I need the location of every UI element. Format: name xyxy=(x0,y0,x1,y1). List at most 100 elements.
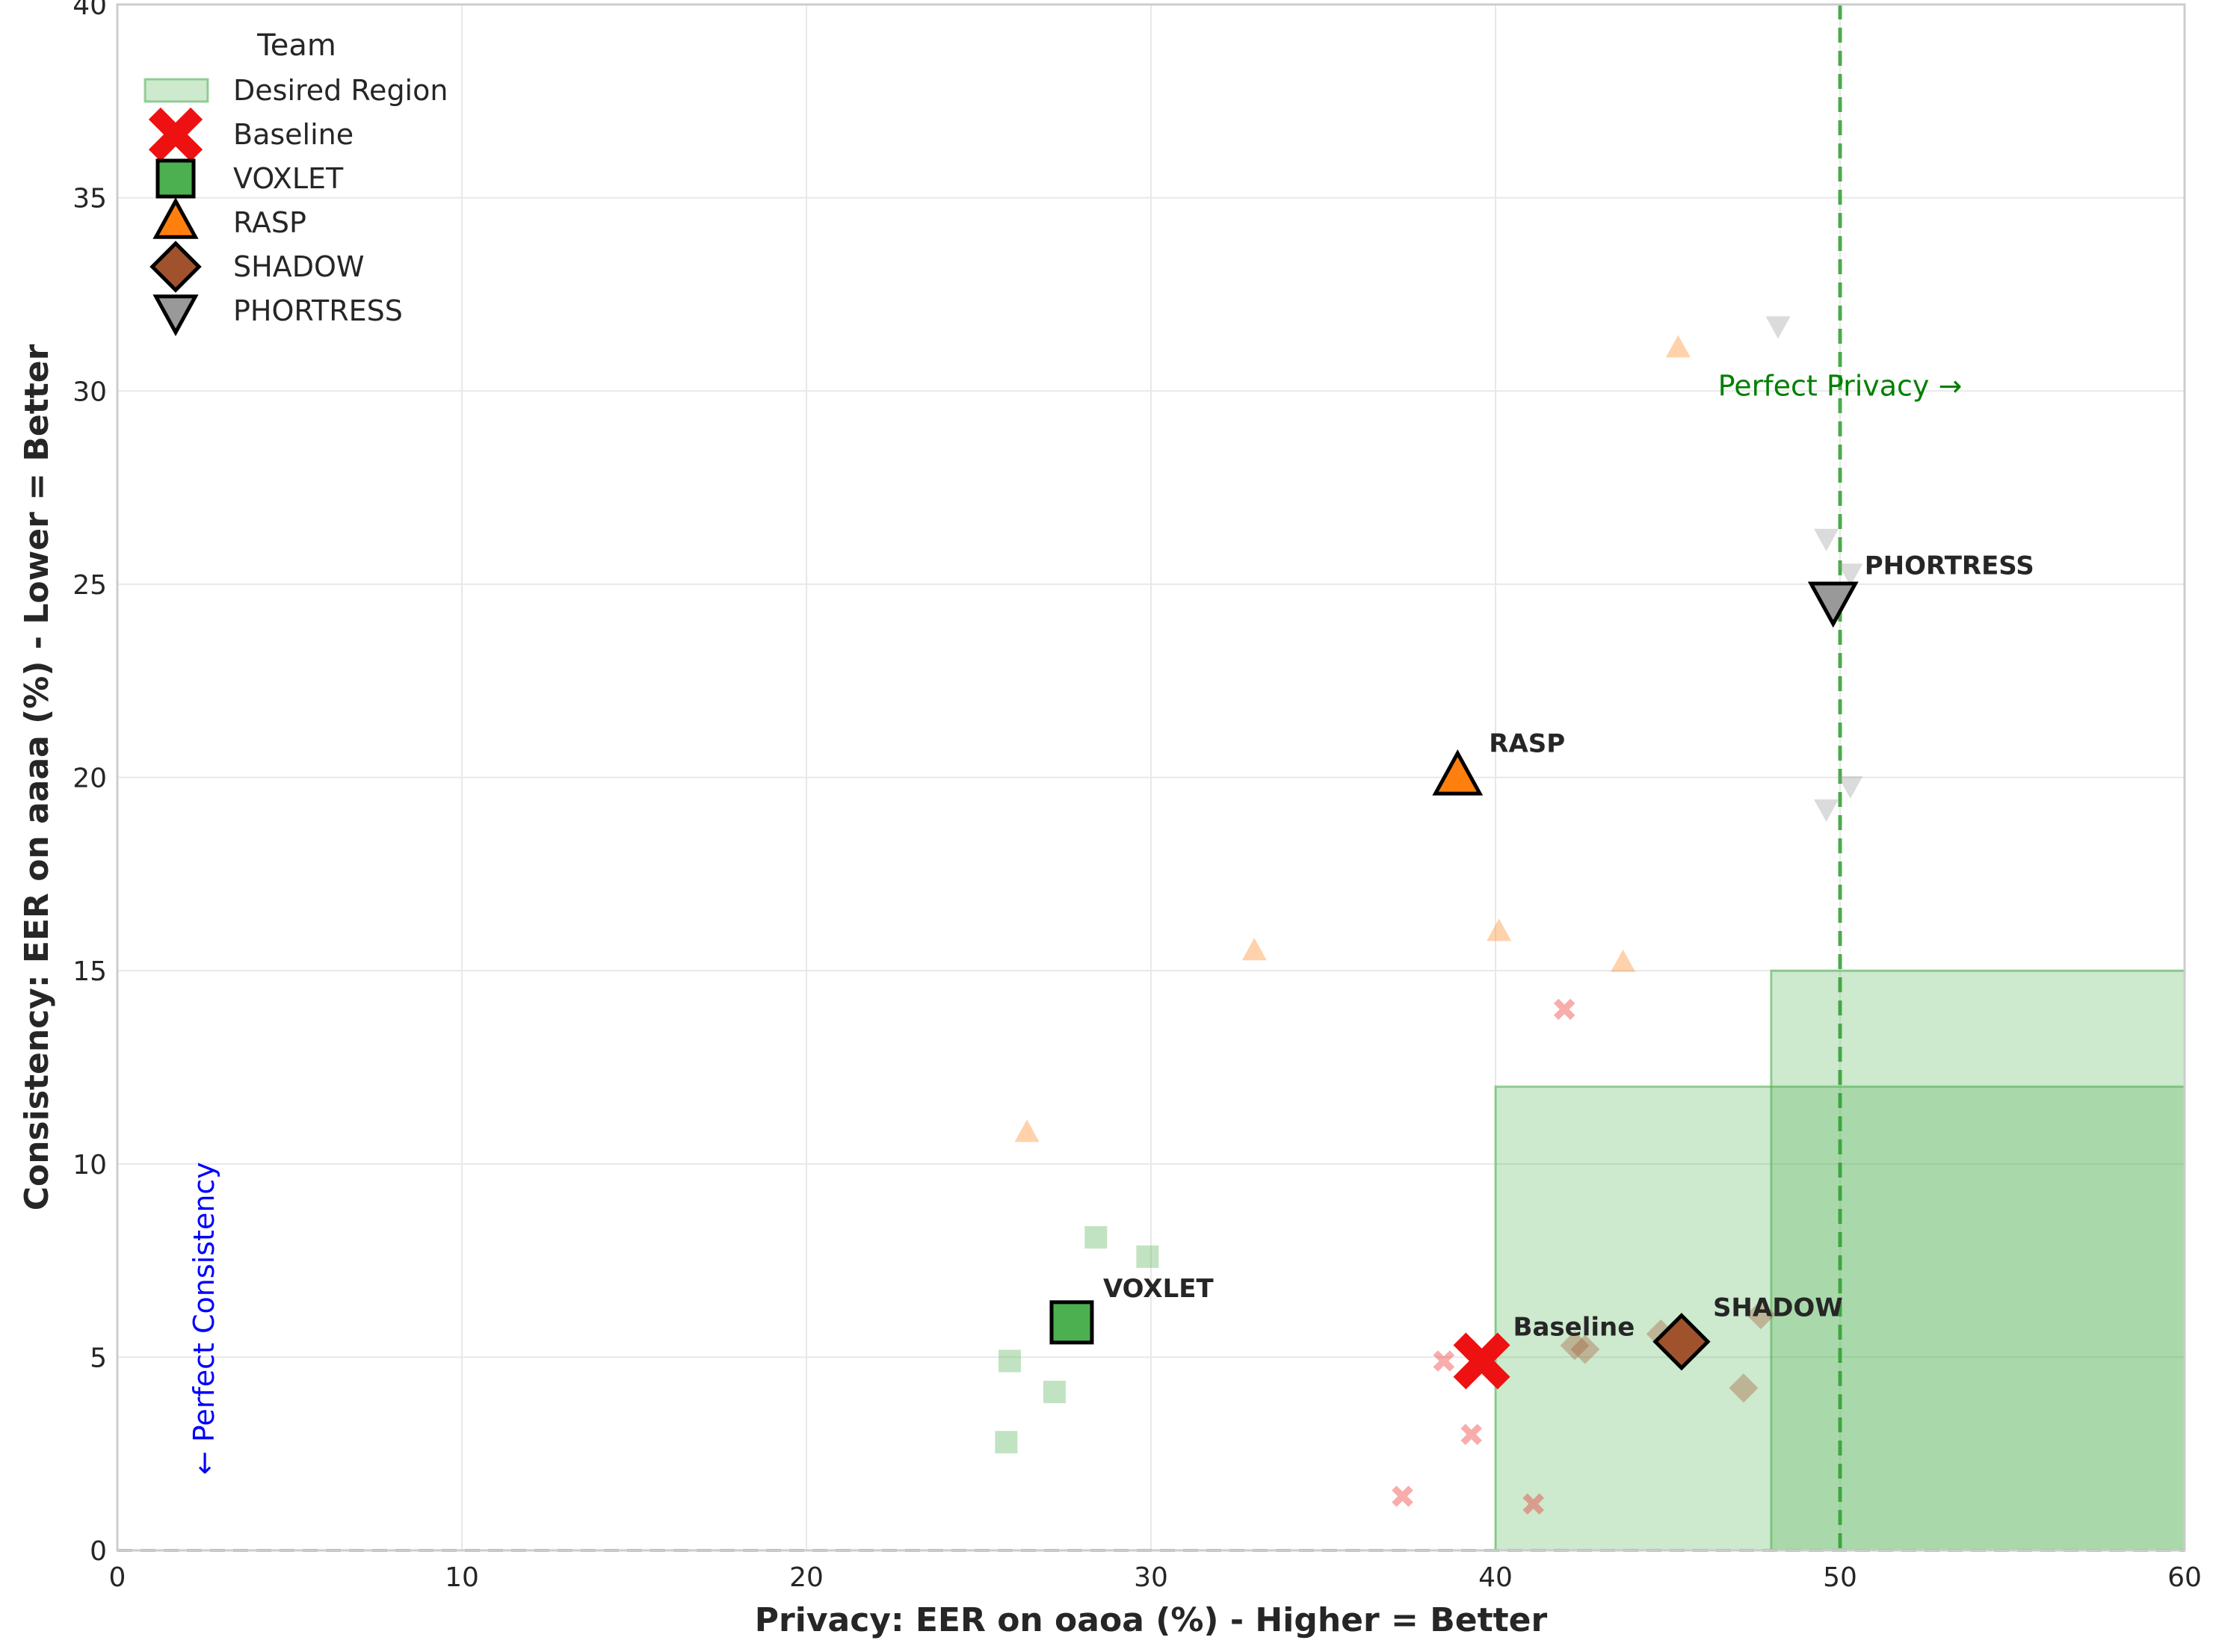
phortress-run-point xyxy=(1838,563,1863,587)
x-tick-label: 50 xyxy=(1823,1562,1857,1593)
baseline-mean-marker-shape xyxy=(1453,1332,1510,1390)
rasp-run-point xyxy=(1241,938,1267,961)
y-tick-label: 5 xyxy=(90,1343,107,1373)
baseline-run-point-shape xyxy=(1460,1423,1482,1446)
baseline-mean-marker xyxy=(1453,1332,1510,1390)
y-tick-label: 35 xyxy=(72,184,107,214)
point-labels: Baseline VOXLET RASP SHADOW PHORTRESS xyxy=(1103,551,2034,1343)
phortress-run-point xyxy=(1765,316,1791,339)
baseline-run-point-shape xyxy=(1433,1350,1455,1372)
rasp-run-point xyxy=(1611,949,1636,972)
x-tick-label: 30 xyxy=(1134,1562,1168,1593)
legend-phortress-marker xyxy=(152,294,199,336)
y-tick-label: 10 xyxy=(72,1150,107,1181)
voxlet-point-label: VOXLET xyxy=(1103,1274,1214,1304)
rasp-run-point-shape xyxy=(1665,335,1691,358)
voxlet-run-point xyxy=(1043,1380,1066,1403)
phortress-point-label: PHORTRESS xyxy=(1865,551,2034,581)
baseline-run-point xyxy=(1460,1423,1482,1446)
voxlet-mean-marker xyxy=(1049,1300,1094,1345)
legend-title: Team xyxy=(256,28,336,63)
team-mean-markers xyxy=(1049,581,1859,1390)
legend-entry-label: Desired Region xyxy=(233,74,448,107)
perfect-privacy-annotation: Perfect Privacy → xyxy=(1718,369,1963,402)
rasp-run-point xyxy=(1665,335,1691,358)
shadow-run-point-shape xyxy=(1560,1331,1590,1361)
legend-entries: Desired Region Baseline VOXLET RASP SHADOW PH… xyxy=(143,74,448,336)
shadow-run-point xyxy=(1560,1331,1590,1361)
baseline-point-label: Baseline xyxy=(1513,1313,1635,1343)
y-tick-label: 15 xyxy=(72,956,107,987)
baseline-run-point xyxy=(1433,1350,1455,1372)
legend-voxlet-marker xyxy=(155,158,196,199)
legend-entry-label: Baseline xyxy=(233,118,354,151)
voxlet-run-point xyxy=(1084,1226,1108,1249)
x-tick-label: 20 xyxy=(789,1562,824,1593)
phortress-run-point-shape xyxy=(1838,776,1863,799)
shadow-run-point xyxy=(1570,1334,1600,1364)
legend-entry-label: PHORTRESS xyxy=(233,294,403,327)
rasp-mean-marker-shape xyxy=(1432,749,1484,796)
voxlet-run-point-shape xyxy=(1084,1226,1108,1249)
legend-entry-label: VOXLET xyxy=(233,162,344,195)
rasp-run-point-shape xyxy=(1014,1119,1040,1142)
phortress-mean-marker-shape xyxy=(1807,581,1859,628)
baseline-run-point-shape xyxy=(1522,1493,1544,1515)
perfect-consistency-annotation: ← Perfect Consistency xyxy=(188,1162,220,1475)
phortress-run-point-shape xyxy=(1838,563,1863,587)
shadow-point-label: SHADOW xyxy=(1713,1293,1843,1323)
legend-entry-label: RASP xyxy=(233,206,306,239)
legend-rasp-marker-shape xyxy=(152,197,199,239)
tick-labels: 0 10 20 30 40 50 60 0 5 10 15 20 25 30 35 40 xyxy=(72,0,2202,1593)
phortress-run-point-shape xyxy=(1814,528,1839,551)
y-tick-label: 30 xyxy=(72,377,107,407)
legend: Team Desired Region Baseline VOXLET RASP SHA… xyxy=(143,28,448,336)
voxlet-run-point-shape xyxy=(998,1349,1021,1373)
phortress-run-point xyxy=(1814,799,1839,822)
legend-phortress-marker-shape xyxy=(152,294,199,336)
y-tick-label: 25 xyxy=(72,570,107,601)
y-tick-label: 20 xyxy=(72,764,107,794)
voxlet-run-point-shape xyxy=(995,1431,1018,1454)
shadow-run-point-shape xyxy=(1570,1334,1600,1364)
phortress-run-point xyxy=(1838,776,1863,799)
rasp-run-point xyxy=(1014,1119,1040,1142)
legend-region-swatch xyxy=(143,78,209,103)
phortress-mean-marker xyxy=(1807,581,1859,628)
rasp-run-point xyxy=(1487,918,1512,941)
x-tick-label: 40 xyxy=(1478,1562,1513,1593)
baseline-run-point xyxy=(1522,1493,1544,1515)
phortress-run-point-shape xyxy=(1765,316,1791,339)
desired-region-box xyxy=(1770,969,2186,1552)
voxlet-run-point xyxy=(1136,1245,1159,1268)
voxlet-run-point xyxy=(998,1349,1021,1373)
legend-entry-label: SHADOW xyxy=(233,250,364,283)
rasp-mean-marker xyxy=(1432,749,1484,796)
shadow-mean-marker-shape xyxy=(1652,1313,1711,1371)
voxlet-run-point xyxy=(995,1431,1018,1454)
shadow-mean-marker xyxy=(1652,1313,1711,1371)
shadow-run-point-shape xyxy=(1746,1299,1776,1329)
y-tick-label: 0 xyxy=(90,1536,107,1567)
scatter-points xyxy=(995,316,1863,1515)
voxlet-run-point-shape xyxy=(1043,1380,1066,1403)
legend-baseline-marker-shape xyxy=(148,107,203,162)
y-tick-label: 40 xyxy=(72,0,107,21)
baseline-run-point-shape xyxy=(1392,1485,1413,1507)
shadow-run-point-shape xyxy=(1729,1373,1759,1403)
legend-baseline-marker xyxy=(148,107,203,162)
x-tick-label: 0 xyxy=(109,1562,126,1593)
y-axis-title: Consistency: EER on aaaa (%) - Lower = B… xyxy=(18,344,56,1210)
voxlet-mean-marker-shape xyxy=(1049,1300,1094,1345)
legend-shadow-marker xyxy=(149,241,202,293)
x-axis-title: Privacy: EER on oaoa (%) - Higher = Bett… xyxy=(755,1601,1548,1639)
baseline-run-point xyxy=(1553,998,1575,1021)
baseline-run-point xyxy=(1392,1485,1413,1507)
plot-frame xyxy=(116,3,2186,1552)
legend-voxlet-marker-shape xyxy=(155,158,196,199)
shadow-run-point xyxy=(1746,1299,1776,1329)
shadow-run-point xyxy=(1729,1373,1759,1403)
phortress-run-point xyxy=(1814,528,1839,551)
